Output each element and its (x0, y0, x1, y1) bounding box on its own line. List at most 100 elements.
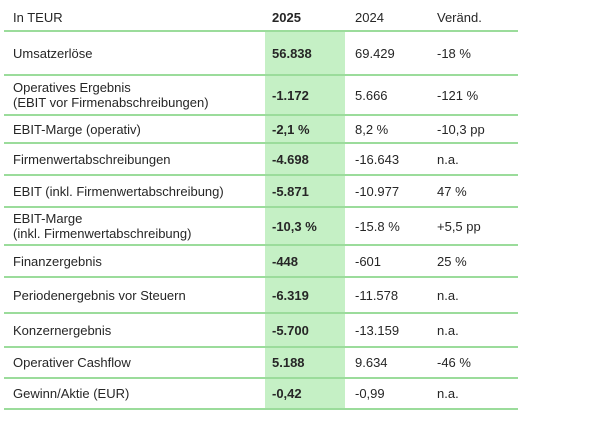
value-change: n.a. (429, 278, 518, 312)
value-2025: 5.188 (265, 348, 345, 377)
row-label-text-line2: (inkl. Firmenwertabschreibung) (13, 226, 192, 241)
value-2025-text: -5.871 (272, 183, 309, 199)
value-change-text: 47 % (437, 183, 467, 199)
value-change-text: +5,5 pp (437, 218, 481, 234)
value-2025: -4.698 (265, 144, 345, 174)
value-2024-text: -13.159 (355, 322, 400, 338)
value-2025: -5.871 (265, 176, 345, 206)
value-change: -121 % (429, 76, 518, 114)
value-change: n.a. (429, 144, 518, 174)
value-2025: -10,3 % (265, 208, 345, 244)
value-2024-text: -15.8 % (355, 218, 400, 234)
header-unit-text: In TEUR (13, 10, 63, 25)
row-label: EBIT-Marge (operativ) (4, 116, 265, 142)
value-2025-text: -448 (272, 253, 299, 269)
table-row: Konzernergebnis -5.700 -13.159 n.a. (4, 314, 518, 348)
value-change: -18 % (429, 32, 518, 74)
value-2024: -13.159 (345, 314, 429, 346)
value-change-text: -10,3 pp (437, 121, 485, 137)
table-header-row: In TEUR 2025 2024 Veränd. (4, 5, 518, 32)
value-change: 25 % (429, 246, 518, 276)
row-label-text-line2: (EBIT vor Firmenabschreibungen) (13, 95, 209, 110)
row-label: Operativer Cashflow (4, 348, 265, 377)
table-row: Firmenwertabschreibungen -4.698 -16.643 … (4, 144, 518, 176)
value-2024: -15.8 % (345, 208, 429, 244)
value-2025-text: -10,3 % (272, 218, 317, 234)
value-2024: 8,2 % (345, 116, 429, 142)
header-2024-text: 2024 (355, 10, 384, 25)
value-2025-text: 5.188 (272, 355, 305, 370)
value-change: -46 % (429, 348, 518, 377)
row-label: EBIT-Marge (inkl. Firmenwertabschreibung… (4, 208, 265, 244)
value-2025-text: -1.172 (272, 87, 309, 103)
value-2025: 56.838 (265, 32, 345, 74)
table-row: EBIT (inkl. Firmenwertabschreibung) -5.8… (4, 176, 518, 208)
value-2025-text: -0,42 (272, 386, 302, 401)
value-2025: -0,42 (265, 379, 345, 408)
row-label-text: Konzernergebnis (13, 322, 112, 338)
header-change-text: Veränd. (437, 10, 482, 25)
row-label-text: EBIT (inkl. Firmenwertabschreibung) (13, 183, 224, 199)
row-label-text: EBIT-Marge (13, 211, 83, 226)
value-2025-text: -4.698 (272, 151, 309, 167)
row-label-text: Gewinn/Aktie (EUR) (13, 386, 130, 401)
table-row: Operatives Ergebnis (EBIT vor Firmenabsc… (4, 76, 518, 116)
value-2024-text: -0,99 (355, 386, 385, 401)
value-2024-text: 5.666 (355, 87, 388, 103)
value-2025: -6.319 (265, 278, 345, 312)
value-change-text: -46 % (437, 355, 471, 370)
row-label: Konzernergebnis (4, 314, 265, 346)
value-change-text: n.a. (437, 151, 459, 167)
value-2024-text: -10.977 (355, 183, 400, 199)
header-unit-label: In TEUR (4, 5, 265, 30)
table-row: Periodenergebnis vor Steuern -6.319 -11.… (4, 278, 518, 314)
value-2024: -16.643 (345, 144, 429, 174)
value-2025-text: -2,1 % (272, 121, 310, 137)
value-2024-text: -601 (355, 253, 382, 269)
row-label-text: EBIT-Marge (operativ) (13, 121, 141, 137)
row-label-text: Finanzergebnis (13, 253, 102, 269)
row-label: EBIT (inkl. Firmenwertabschreibung) (4, 176, 265, 206)
value-change-text: -121 % (437, 87, 479, 103)
row-label: Periodenergebnis vor Steuern (4, 278, 265, 312)
row-label-text: Operatives Ergebnis (13, 80, 131, 95)
value-2024: -601 (345, 246, 429, 276)
row-label-text: Operativer Cashflow (13, 355, 131, 370)
table-row: Finanzergebnis -448 -601 25 % (4, 246, 518, 278)
row-label-text: Umsatzerlöse (13, 45, 93, 61)
value-change: -10,3 pp (429, 116, 518, 142)
value-change: n.a. (429, 379, 518, 408)
value-2024: 69.429 (345, 32, 429, 74)
header-2025-text: 2025 (272, 10, 301, 25)
value-2024: 5.666 (345, 76, 429, 114)
table-row: Umsatzerlöse 56.838 69.429 -18 % (4, 32, 518, 76)
row-label: Finanzergebnis (4, 246, 265, 276)
row-label: Operatives Ergebnis (EBIT vor Firmenabsc… (4, 76, 265, 114)
value-2025: -5.700 (265, 314, 345, 346)
table-row: Operativer Cashflow 5.188 9.634 -46 % (4, 348, 518, 379)
header-col-change: Veränd. (429, 5, 518, 30)
value-change-text: n.a. (437, 322, 459, 338)
value-2024: -10.977 (345, 176, 429, 206)
row-label-text: Periodenergebnis vor Steuern (13, 287, 186, 303)
financial-summary-table: In TEUR 2025 2024 Veränd. Umsatzerlöse 5… (4, 5, 518, 410)
value-2024-text: -11.578 (355, 287, 399, 303)
value-2025-text: -6.319 (272, 287, 309, 303)
value-2024-text: -16.643 (355, 151, 400, 167)
value-change: +5,5 pp (429, 208, 518, 244)
row-label-text: Firmenwertabschreibungen (13, 151, 171, 167)
table-row: EBIT-Marge (inkl. Firmenwertabschreibung… (4, 208, 518, 246)
value-change-text: n.a. (437, 287, 459, 303)
value-2024-text: 8,2 % (355, 121, 389, 137)
value-2024-text: 9.634 (355, 355, 388, 370)
value-change: 47 % (429, 176, 518, 206)
row-label: Umsatzerlöse (4, 32, 265, 74)
value-change-text: 25 % (437, 253, 467, 269)
value-change: n.a. (429, 314, 518, 346)
value-change-text: n.a. (437, 386, 459, 401)
value-2025: -1.172 (265, 76, 345, 114)
header-col-2024: 2024 (345, 5, 429, 30)
value-2025-text: 56.838 (272, 45, 312, 61)
value-2024-text: 69.429 (355, 45, 395, 61)
value-2025: -2,1 % (265, 116, 345, 142)
